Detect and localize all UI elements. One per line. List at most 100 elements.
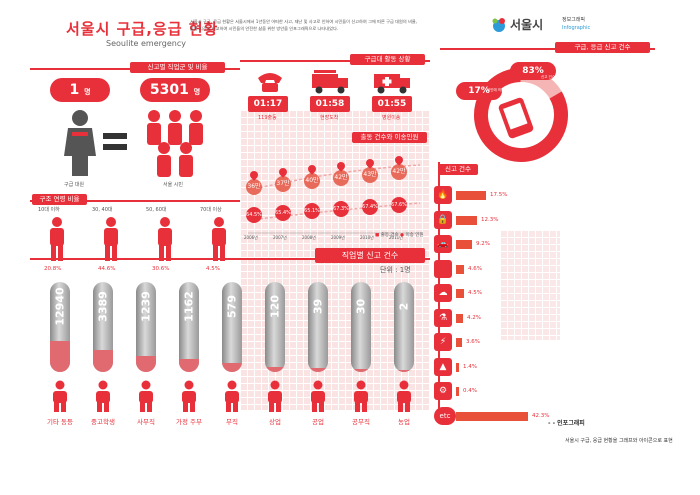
dispatch-time-arrive: 01:58 <box>310 96 350 112</box>
dispatch-count-mark: 43만 <box>362 167 378 183</box>
equals-sign <box>103 133 127 151</box>
occupation-tag: 직업별 신고 건수 <box>315 248 425 263</box>
category-value: 3.6% <box>466 339 480 345</box>
tube-body: 3389 <box>93 282 113 372</box>
occupation-tube: 30 <box>351 282 371 372</box>
person-icon <box>212 217 226 261</box>
tube-fill <box>265 366 285 372</box>
occupation-value: 1162 <box>182 291 196 322</box>
occupation-value: 39 <box>311 298 325 315</box>
dispatch-time-value: 01:55 <box>377 99 407 109</box>
category-bar <box>456 240 472 249</box>
tube-fill <box>136 355 156 372</box>
rescuer-figure-icon <box>64 110 96 176</box>
category-value: 42.3% <box>532 412 550 419</box>
occupation-value: 3389 <box>96 291 110 322</box>
tube-body: 2 <box>394 282 414 372</box>
year-label: 2006년 <box>244 235 258 240</box>
age-group-label: 70대 이상 <box>200 207 222 213</box>
occupation-value: 1239 <box>139 291 153 322</box>
pixel-backdrop-right <box>500 230 560 340</box>
occupation-unit: 단위 : 1명 <box>380 266 411 274</box>
category-value: 1.4% <box>463 363 477 370</box>
page-subtitle: Seoulite emergency <box>106 39 186 48</box>
year-label: 2010년 <box>360 235 374 240</box>
rescuer-count: 1 <box>69 82 80 98</box>
category-bar <box>456 215 477 225</box>
age-group-pct: 30.6% <box>152 266 170 272</box>
category-bar <box>456 313 463 323</box>
dispatch-label-119: 119출동 <box>258 115 277 121</box>
age-divider <box>30 200 240 202</box>
tube-body: 579 <box>222 282 242 372</box>
legend-transport: 이송 인원 <box>405 233 424 238</box>
occupation-label: 농업 <box>398 418 410 426</box>
dispatch-count-mark: 42만 <box>391 164 407 180</box>
dispatch-count-mark: 42만 <box>333 170 349 186</box>
person-icon <box>50 217 64 261</box>
age-tag: 구조 연령 비율 <box>32 194 87 205</box>
rescuer-unit: 명 <box>84 88 91 96</box>
ratio-tag: 신고별 직업군 및 비율 <box>130 62 225 73</box>
occupation-label: 무직 <box>226 418 238 426</box>
category-icon: ☁ <box>434 284 452 302</box>
footer-caption-text: 서울시 구급, 응급 현황을 그래프와 아이콘으로 표현 <box>565 438 673 444</box>
transport-rate-mark: 67.6% <box>391 197 407 213</box>
dispatch-time-119: 01:17 <box>248 96 288 112</box>
worker-icon <box>225 380 239 412</box>
tube-fill <box>351 369 371 372</box>
category-bar <box>456 289 464 298</box>
phone-icon <box>258 73 282 92</box>
category-value: 9.2% <box>476 241 490 247</box>
category-value: 12.3% <box>481 216 499 223</box>
tube-body: 120 <box>265 282 285 372</box>
person-icon <box>158 217 172 261</box>
age-group-pct: 44.6% <box>98 266 116 272</box>
worker-icon <box>354 380 368 412</box>
occupation-value: 12940 <box>53 287 67 326</box>
fire-truck-icon <box>312 70 348 94</box>
dispatch-time-value: 01:58 <box>315 99 345 109</box>
transport-rate-mark: 65.1% <box>304 203 320 219</box>
occupation-tube: 2 <box>394 282 414 372</box>
category-tag: 신고 건수 <box>438 164 478 175</box>
occupation-divider <box>30 258 430 260</box>
category-icon: 🔒 <box>434 210 452 229</box>
category-icon: ⚡ <box>434 333 452 351</box>
dispatch-divider <box>240 60 430 62</box>
age-group-pct: 20.8% <box>44 266 62 272</box>
category-value: 0.4% <box>463 388 477 394</box>
occupation-tube: 1239 <box>136 282 156 372</box>
category-bar <box>456 264 464 274</box>
tube-body: 30 <box>351 282 371 372</box>
worker-icon <box>268 380 282 412</box>
citizen-count-pill: 5301 명 <box>140 78 210 102</box>
occupation-label: 기타 동등 <box>47 418 73 426</box>
category-bar <box>456 387 459 396</box>
report-pct-self-label: 신고 건수 <box>541 75 555 79</box>
occupation-tube: 12940 <box>50 282 70 372</box>
dispatch-label-arrive: 현장도착 <box>320 115 339 121</box>
category-icon: ▲ <box>434 357 452 376</box>
logo-sub-text: 정보그래픽 <box>562 17 586 23</box>
tube-fill <box>179 358 199 372</box>
citizen-unit: 명 <box>193 88 201 96</box>
yearly-chart: 36만 64.5% 2006년 37만 65.4% 2007년 40만 65.1% 2008년 4… <box>240 145 430 240</box>
occupation-label: 중고학생 <box>91 418 115 426</box>
occupation-label: 가정 주부 <box>176 418 202 426</box>
intro-text: 서울시 구급, 응급 현황은 서울시에서 1년동안 어떠한 사고, 재난 및 사… <box>190 19 418 31</box>
category-value: 4.2% <box>467 314 481 321</box>
footer-caption-title: - - 인포그래피 <box>548 420 585 427</box>
dispatch-label-hospital: 병원이송 <box>382 115 401 121</box>
tube-fill <box>50 340 70 372</box>
occupation-value: 120 <box>268 295 282 318</box>
report-pct-other-value: 17% <box>468 86 490 96</box>
dispatch-time-value: 01:17 <box>253 99 283 109</box>
worker-icon <box>397 380 411 412</box>
report-pct-other: 17% <box>456 82 502 100</box>
tube-body: 1162 <box>179 282 199 372</box>
age-group-label: 30, 40대 <box>92 207 113 213</box>
occupation-tube: 579 <box>222 282 242 372</box>
category-bar <box>456 411 528 421</box>
person-icon <box>104 217 118 261</box>
